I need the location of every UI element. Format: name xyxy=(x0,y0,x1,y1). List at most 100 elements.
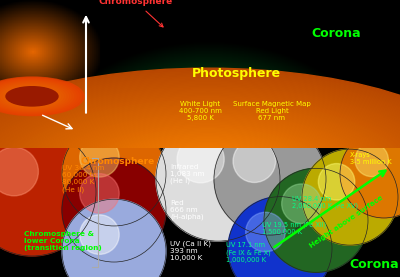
Circle shape xyxy=(40,113,376,237)
Circle shape xyxy=(24,93,40,99)
Circle shape xyxy=(0,81,74,112)
Circle shape xyxy=(0,91,400,258)
Circle shape xyxy=(26,107,390,242)
Circle shape xyxy=(11,89,53,104)
Circle shape xyxy=(0,89,400,260)
Circle shape xyxy=(107,137,309,212)
Text: Photosphere: Photosphere xyxy=(192,67,280,80)
Circle shape xyxy=(160,157,256,193)
Circle shape xyxy=(165,159,251,191)
Circle shape xyxy=(80,174,119,213)
Circle shape xyxy=(14,89,50,103)
Circle shape xyxy=(3,86,61,107)
Circle shape xyxy=(35,111,381,239)
Circle shape xyxy=(246,212,285,252)
Circle shape xyxy=(0,82,71,111)
Circle shape xyxy=(6,87,58,106)
Circle shape xyxy=(194,170,222,180)
Text: Infrared
1,083 nm
(He I): Infrared 1,083 nm (He I) xyxy=(170,164,204,184)
Circle shape xyxy=(83,129,333,221)
Circle shape xyxy=(2,98,400,251)
Circle shape xyxy=(177,136,224,183)
Circle shape xyxy=(282,184,321,224)
Circle shape xyxy=(302,149,398,245)
Circle shape xyxy=(0,128,96,256)
Text: White Light
400-700 nm
5,800 K: White Light 400-700 nm 5,800 K xyxy=(178,101,222,121)
Circle shape xyxy=(146,152,270,198)
Circle shape xyxy=(88,130,328,219)
Text: UV 17.1 nm
(Fe IX & Fe X)
1,000,000 K: UV 17.1 nm (Fe IX & Fe X) 1,000,000 K xyxy=(226,242,271,263)
Circle shape xyxy=(150,153,266,196)
Circle shape xyxy=(0,75,400,275)
Circle shape xyxy=(27,94,37,98)
Circle shape xyxy=(264,168,368,272)
Text: Red
666 nm
(H-alpha): Red 666 nm (H-alpha) xyxy=(170,200,204,220)
Text: Height above surface: Height above surface xyxy=(308,194,384,249)
Circle shape xyxy=(0,86,400,264)
Circle shape xyxy=(155,155,261,194)
Text: Chromosphere: Chromosphere xyxy=(81,157,155,166)
Text: Corona: Corona xyxy=(349,258,399,271)
Circle shape xyxy=(170,161,246,189)
Circle shape xyxy=(0,88,400,262)
Circle shape xyxy=(21,106,395,244)
Circle shape xyxy=(228,197,332,277)
Circle shape xyxy=(62,122,166,226)
Circle shape xyxy=(198,171,218,178)
Circle shape xyxy=(45,114,371,235)
Circle shape xyxy=(0,84,400,266)
Circle shape xyxy=(54,118,362,232)
Text: X-rays
3-5 million K: X-rays 3-5 million K xyxy=(350,152,392,165)
Circle shape xyxy=(11,102,400,248)
Circle shape xyxy=(93,132,323,217)
Text: UV (Ca II K)
393 nm
10,000 K: UV (Ca II K) 393 nm 10,000 K xyxy=(170,241,211,261)
Circle shape xyxy=(0,77,400,273)
Circle shape xyxy=(19,91,45,101)
Circle shape xyxy=(131,147,285,203)
Circle shape xyxy=(6,87,58,106)
Circle shape xyxy=(0,79,400,271)
Circle shape xyxy=(117,141,299,209)
Circle shape xyxy=(80,138,119,177)
Text: UV 28.4 nm
2,000,000 K (Fe XV): UV 28.4 nm 2,000,000 K (Fe XV) xyxy=(292,196,358,209)
Circle shape xyxy=(174,162,242,187)
Circle shape xyxy=(203,173,213,177)
Circle shape xyxy=(9,88,55,105)
Circle shape xyxy=(1,85,63,108)
Circle shape xyxy=(0,93,400,257)
Circle shape xyxy=(0,70,400,277)
Circle shape xyxy=(0,79,79,114)
Circle shape xyxy=(6,100,400,250)
Circle shape xyxy=(64,122,352,228)
Circle shape xyxy=(141,150,275,200)
Circle shape xyxy=(122,143,294,207)
Circle shape xyxy=(112,139,304,211)
Circle shape xyxy=(102,136,314,214)
Circle shape xyxy=(179,164,237,186)
Circle shape xyxy=(318,163,355,200)
Circle shape xyxy=(0,81,400,269)
Circle shape xyxy=(80,215,119,254)
Circle shape xyxy=(0,78,82,115)
Circle shape xyxy=(0,82,400,267)
Circle shape xyxy=(30,95,35,97)
Text: Corona: Corona xyxy=(311,27,361,40)
Circle shape xyxy=(233,140,276,183)
Circle shape xyxy=(355,143,388,177)
Circle shape xyxy=(126,145,290,205)
Text: Chromosphere: Chromosphere xyxy=(99,0,173,27)
Circle shape xyxy=(0,84,66,109)
Circle shape xyxy=(62,158,166,262)
Circle shape xyxy=(22,93,42,100)
Circle shape xyxy=(78,127,338,223)
Circle shape xyxy=(189,168,227,182)
Text: Chromosphere &
lower Corona
(transition region): Chromosphere & lower Corona (transition … xyxy=(24,231,102,251)
Circle shape xyxy=(30,109,386,241)
Circle shape xyxy=(0,73,400,276)
Circle shape xyxy=(62,199,166,277)
Circle shape xyxy=(16,104,400,246)
Circle shape xyxy=(184,166,232,184)
Circle shape xyxy=(69,123,347,226)
Circle shape xyxy=(0,97,400,253)
Circle shape xyxy=(0,68,400,277)
